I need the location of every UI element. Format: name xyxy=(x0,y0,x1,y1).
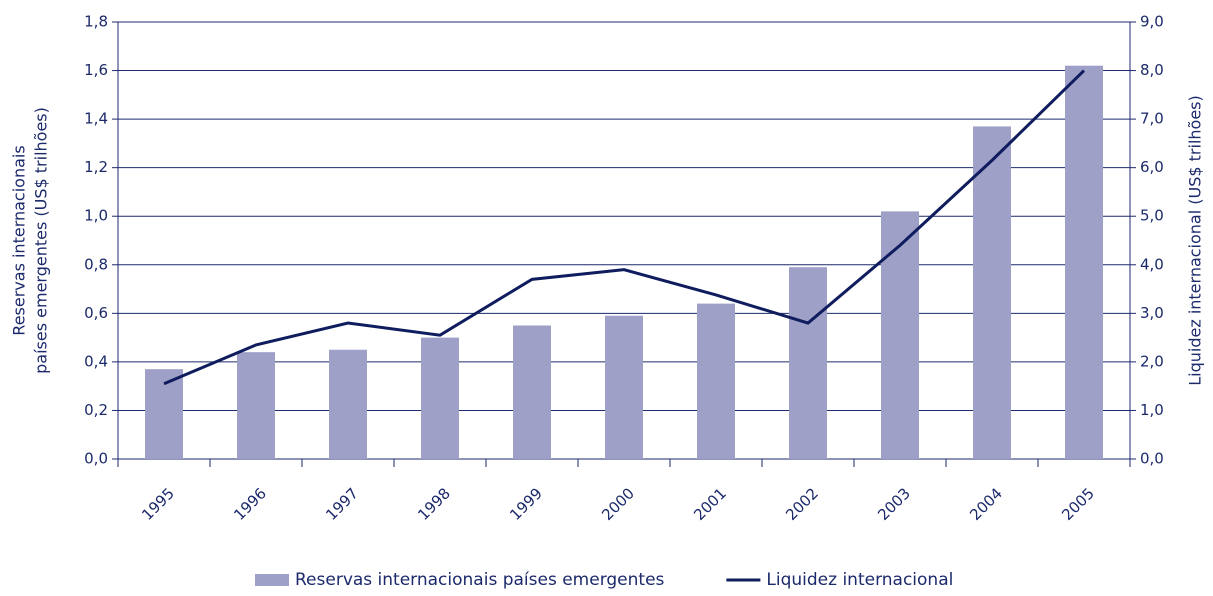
bar xyxy=(973,126,1011,460)
bar xyxy=(1065,65,1103,459)
x-tick-label: 1995 xyxy=(138,484,178,524)
x-tick-label: 2000 xyxy=(598,484,638,524)
y-tick-label: 0,2 xyxy=(84,401,108,419)
y-axis-label: Reservas internacionais xyxy=(10,145,29,335)
x-tick-label: 1997 xyxy=(322,484,362,524)
legend-label: Liquidez internacional xyxy=(766,570,953,590)
y-tick-label: 1,4 xyxy=(84,110,108,128)
y-tick-label: 0,6 xyxy=(84,304,108,322)
legend-swatch xyxy=(255,574,289,586)
bar xyxy=(789,267,827,459)
y2-tick-label: 9,0 xyxy=(1140,13,1164,31)
y2-tick-label: 1,0 xyxy=(1140,401,1164,419)
bar xyxy=(605,315,643,459)
x-tick-label: 1999 xyxy=(506,484,546,524)
y-tick-label: 0,8 xyxy=(84,255,108,273)
y-axis-label: países emergentes (US$ trilhões) xyxy=(32,107,51,374)
y-tick-label: 1,2 xyxy=(84,158,108,176)
bar xyxy=(329,349,367,459)
y2-tick-label: 5,0 xyxy=(1140,207,1164,225)
x-tick-label: 2004 xyxy=(966,484,1006,524)
bar xyxy=(237,352,275,459)
y2-tick-label: 4,0 xyxy=(1140,255,1164,273)
y2-tick-label: 3,0 xyxy=(1140,304,1164,322)
y2-tick-label: 7,0 xyxy=(1140,110,1164,128)
legend-label: Reservas internacionais países emergente… xyxy=(295,570,665,590)
x-tick-label: 2002 xyxy=(782,484,822,524)
bar xyxy=(421,337,459,459)
x-tick-label: 2001 xyxy=(690,484,730,524)
x-tick-label: 2005 xyxy=(1058,484,1098,524)
y2-tick-label: 2,0 xyxy=(1140,352,1164,370)
line xyxy=(163,69,1086,386)
y-tick-label: 0,0 xyxy=(84,450,108,468)
y-tick-label: 1,8 xyxy=(84,13,108,31)
y-tick-label: 1,0 xyxy=(84,207,108,225)
y2-tick-label: 6,0 xyxy=(1140,158,1164,176)
x-tick-label: 1996 xyxy=(230,484,270,524)
y2-tick-label: 8,0 xyxy=(1140,61,1164,79)
y-tick-label: 1,6 xyxy=(84,61,108,79)
x-tick-label: 2003 xyxy=(874,484,914,524)
x-tick-label: 1998 xyxy=(414,484,454,524)
bar xyxy=(881,211,919,459)
bar xyxy=(513,325,551,459)
bar xyxy=(145,369,183,459)
y2-axis-label: Liquidez internacional (US$ trilhões) xyxy=(1186,95,1205,386)
bar xyxy=(697,303,735,459)
y-tick-label: 0,4 xyxy=(84,352,108,370)
y2-tick-label: 0,0 xyxy=(1140,450,1164,468)
